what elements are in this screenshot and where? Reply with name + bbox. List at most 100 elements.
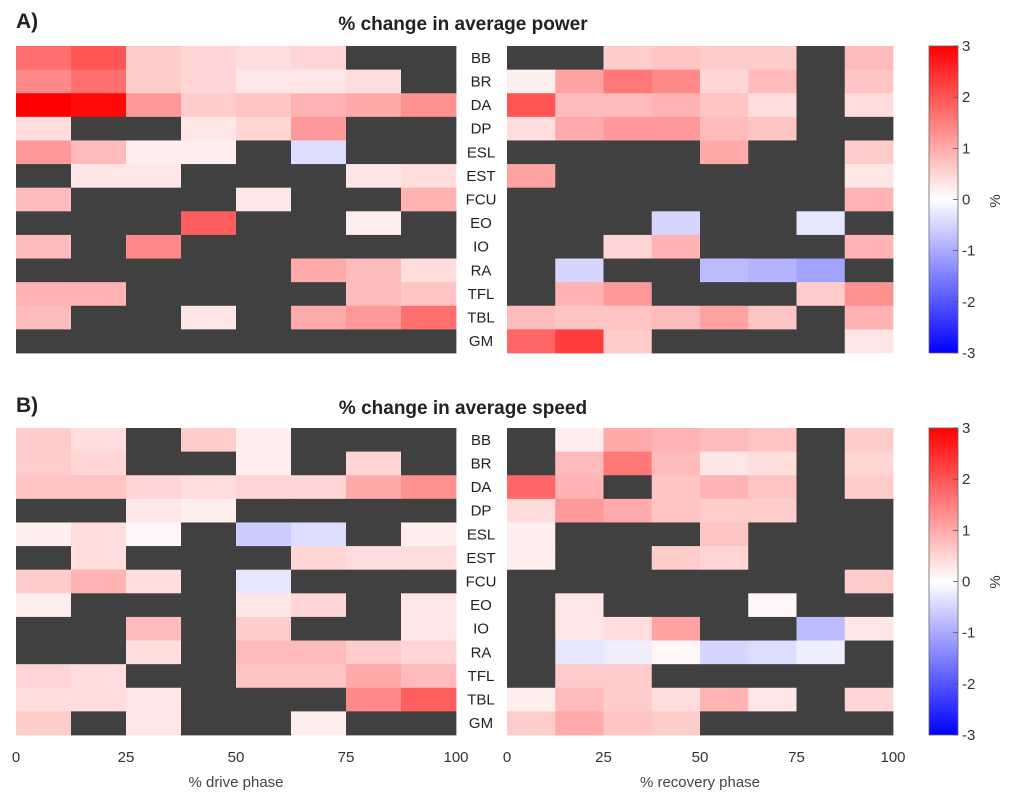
- panel-b-row-labels: BB BR DA DP ESL EST FCU EO IO RA TFL TBL GM: [466, 432, 497, 732]
- panel-a-drive-cell-eo-1: [71, 211, 127, 236]
- panel-a-recovery-cell-br-6: [796, 69, 846, 94]
- panel-b-drive-cell-br-5: [291, 451, 347, 476]
- panel-a-recovery-cell-bb-4: [700, 46, 749, 71]
- panel-a-colorbar-tick-label: 0: [962, 192, 970, 209]
- panel-a-drive-cell-tbl-1: [71, 305, 127, 330]
- panel-a-drive-cell-esl-1: [71, 140, 127, 165]
- panel-b-colorbar-tick-label: -3: [962, 727, 975, 744]
- panel-a-drive-cell-ra-4: [236, 258, 292, 283]
- panel-b-recovery-cell-dp-4: [700, 498, 749, 523]
- panel-b-recovery-cell-gm-0: [507, 711, 556, 736]
- panel-a-row-label-br: BR: [471, 73, 492, 90]
- panel-b-recovery-cell-tbl-1: [555, 687, 604, 712]
- recovery-phase-tick-label-0: 0: [503, 749, 511, 766]
- panel-a-drive-cell-est-7: [401, 164, 457, 189]
- panel-b-recovery-cell-io-2: [603, 616, 653, 641]
- panel-b-drive-cell-est-2: [126, 546, 182, 571]
- panel-a-drive-cell-io-5: [291, 234, 347, 259]
- panel-b-drive-cell-fcu-5: [291, 569, 347, 594]
- panel-a-drive-cell-est-3: [181, 164, 237, 189]
- panel-a-colorbar-tick-label: 2: [962, 89, 970, 106]
- panel-b-recovery-cell-eo-3: [651, 593, 701, 618]
- panel-a-row-label-gm: GM: [469, 333, 493, 350]
- panel-b-drive-cell-eo-0: [16, 593, 72, 618]
- panel-b-recovery-cell-tbl-3: [651, 687, 701, 712]
- panel-a-drive-cell-eo-7: [401, 211, 457, 236]
- panel-b-recovery-cell-tfl-1: [555, 664, 604, 689]
- panel-b-recovery-cell-est-5: [748, 546, 797, 571]
- panel-b-drive-cell-io-2: [126, 616, 182, 641]
- panel-b-drive-cell-tbl-2: [126, 687, 182, 712]
- panel-a-drive-cell-gm-3: [181, 329, 237, 354]
- panel-b-recovery-cell-esl-4: [700, 522, 749, 547]
- panel-a-recovery-cell-io-7: [844, 234, 894, 259]
- panel-a-recovery-cell-dp-6: [796, 116, 846, 141]
- panel-a-drive-cell-tbl-3: [181, 305, 237, 330]
- panel-b-colorbar-tick-label: 3: [962, 420, 970, 437]
- panel-a-colorbar-tick-label: 1: [962, 140, 970, 157]
- panel-a-drive-cell-br-4: [236, 69, 292, 94]
- panel-a-recovery-cell-da-7: [844, 93, 894, 118]
- panel-a-recovery-cell-ra-2: [603, 258, 653, 283]
- panel-a-recovery-cell-est-4: [700, 164, 749, 189]
- panel-b-row-label-bb: BB: [471, 432, 491, 449]
- panel-a-drive-cell-fcu-5: [291, 187, 347, 212]
- panel-b-recovery-cell-io-4: [700, 616, 749, 641]
- panel-b-recovery-cell-bb-3: [651, 428, 701, 453]
- panel-a-recovery-cell-da-6: [796, 93, 846, 118]
- panel-b-colorbar-tick-label: -2: [962, 676, 975, 693]
- panel-b-recovery-cell-gm-4: [700, 711, 749, 736]
- panel-b-recovery-cell-esl-6: [796, 522, 846, 547]
- panel-a-row-label-io: IO: [473, 239, 489, 256]
- panel-a-drive-cell-dp-0: [16, 116, 72, 141]
- panel-b-recovery-cell-da-5: [748, 475, 797, 500]
- panel-b-drive-cell-est-0: [16, 546, 72, 571]
- panel-b-drive-cell-fcu-4: [236, 569, 292, 594]
- panel-a-recovery-cell-da-0: [507, 93, 556, 118]
- panel-b-row-label-fcu: FCU: [466, 574, 497, 591]
- panel-a-row-label-da: DA: [471, 97, 492, 114]
- panel-b-drive-cell-eo-4: [236, 593, 292, 618]
- panel-b-drive-cell-dp-3: [181, 498, 237, 523]
- panel-a-drive-cell-fcu-2: [126, 187, 182, 212]
- panel-a-recovery-cell-esl-0: [507, 140, 556, 165]
- panel-b-drive-cell-gm-1: [71, 711, 127, 736]
- panel-b-recovery-cell-da-6: [796, 475, 846, 500]
- panel-b-recovery-cell-gm-6: [796, 711, 846, 736]
- panel-b-recovery-cell-esl-5: [748, 522, 797, 547]
- panel-b-recovery-cell-da-1: [555, 475, 604, 500]
- panel-a-recovery-cell-tfl-6: [796, 282, 846, 307]
- panel-a-recovery-cell-tfl-3: [651, 282, 701, 307]
- panel-b-drive-cell-dp-7: [401, 498, 457, 523]
- panel-a-colorbar-tick-label: -2: [962, 294, 975, 311]
- panel-b-recovery-cell-ra-2: [603, 640, 653, 665]
- panel-a-drive-cell-tbl-4: [236, 305, 292, 330]
- panel-b-recovery-cell-br-0: [507, 451, 556, 476]
- panel-a-recovery-cell-io-2: [603, 234, 653, 259]
- panel-b-colorbar-tick-label: 0: [962, 574, 970, 591]
- panel-b-recovery-cell-dp-0: [507, 498, 556, 523]
- panel-b-recovery-cell-bb-4: [700, 428, 749, 453]
- panel-b-drive-cell-esl-2: [126, 522, 182, 547]
- panel-b-drive-cell-br-1: [71, 451, 127, 476]
- panel-a-drive-cell-eo-3: [181, 211, 237, 236]
- panel-a-drive-cell-ra-2: [126, 258, 182, 283]
- recovery-phase-x-label: % recovery phase: [640, 774, 760, 791]
- panel-b-recovery-cell-io-7: [844, 616, 894, 641]
- panel-a-drive-cell-io-6: [346, 234, 402, 259]
- panel-b-recovery-cell-io-3: [651, 616, 701, 641]
- panel-b-drive-cell-eo-7: [401, 593, 457, 618]
- panel-b: B) % change in average speed BB BR DA DP ESL…: [16, 394, 1004, 744]
- panel-a-drive-cell-est-5: [291, 164, 347, 189]
- panel-b-recovery-cell-bb-5: [748, 428, 797, 453]
- panel-b-drive-cell-gm-5: [291, 711, 347, 736]
- panel-b-drive-cell-da-2: [126, 475, 182, 500]
- recovery-phase-tick-label-50: 50: [692, 749, 709, 766]
- panel-a-colorbar: % 3 2 1 0 -1 -2 -3: [928, 38, 1004, 362]
- panel-b-recovery-cell-fcu-0: [507, 569, 556, 594]
- panel-b-recovery-cell-ra-0: [507, 640, 556, 665]
- panel-b-drive-cell-dp-4: [236, 498, 292, 523]
- panel-b-drive-cell-br-4: [236, 451, 292, 476]
- panel-a-drive-cell-ra-6: [346, 258, 402, 283]
